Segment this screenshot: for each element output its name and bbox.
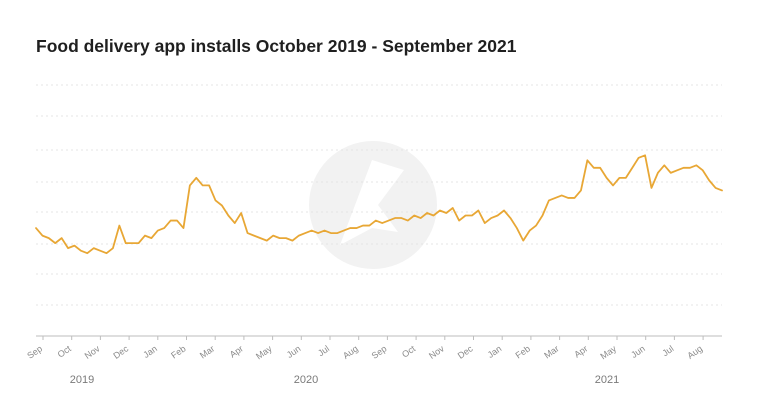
x-tick-label: May — [254, 343, 274, 361]
x-tick-label: Apr — [228, 343, 245, 359]
x-tick-label: Sep — [370, 343, 389, 360]
x-tick-label: Jan — [486, 343, 504, 360]
chart-title: Food delivery app installs October 2019 … — [36, 36, 517, 56]
x-tick-label: May — [598, 343, 618, 361]
x-tick-label: Nov — [427, 343, 446, 361]
x-year-label: 2021 — [595, 374, 619, 386]
x-tick-label: Jan — [141, 343, 159, 360]
series-layer — [35, 154, 723, 255]
x-tick-label: Oct — [56, 343, 74, 360]
x-tick-label: Feb — [169, 343, 187, 360]
x-tick-label: Oct — [400, 343, 418, 360]
series-line — [35, 154, 723, 255]
x-tick-label: Mar — [198, 343, 216, 360]
x-tick-label: Jul — [660, 343, 675, 358]
brand-logo-icon — [340, 160, 404, 245]
x-tick-label: Nov — [83, 343, 102, 361]
x-tick-label: Dec — [456, 343, 475, 361]
x-tick-label: Feb — [514, 343, 532, 360]
x-tick-label: Dec — [111, 343, 130, 361]
watermark-logo — [309, 141, 437, 269]
x-tick-label: Mar — [542, 343, 560, 360]
x-tick-label: Sep — [25, 343, 44, 360]
x-tick-label: Jun — [629, 343, 647, 360]
x-tick-label: Jul — [316, 343, 331, 358]
x-year-label: 2019 — [70, 374, 94, 386]
x-tick-label: Aug — [341, 343, 360, 360]
x-tick-label: Apr — [572, 343, 589, 359]
x-tick-label: Jun — [285, 343, 303, 360]
x-year-label: 2020 — [294, 374, 318, 386]
x-tick-label: Aug — [685, 343, 704, 360]
x-axis: Sep Oct Nov Dec Jan Feb Mar Apr May Jun Jul Aug Sep O… — [25, 335, 722, 386]
grid — [36, 84, 722, 306]
